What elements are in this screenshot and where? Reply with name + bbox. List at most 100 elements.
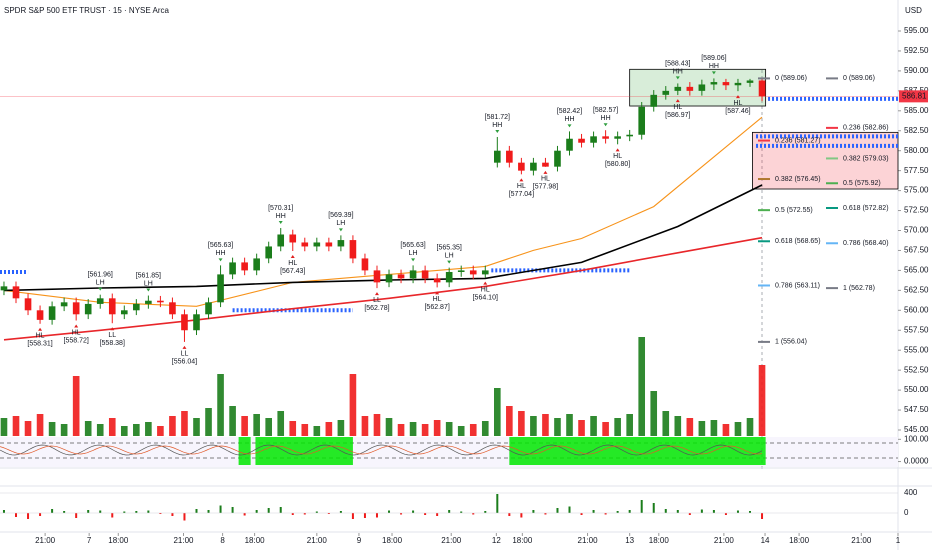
swing-marker	[447, 260, 452, 264]
histogram-bar	[712, 510, 715, 513]
swing-marker	[483, 281, 488, 285]
swing-kind: LH	[144, 280, 153, 287]
y-tick-label: 547.50	[904, 405, 929, 414]
x-tick-label: 18:00	[108, 536, 129, 545]
swing-value: [586.97]	[665, 112, 690, 119]
volume-bar	[626, 414, 633, 436]
histogram-bar	[592, 510, 595, 513]
swing-value: [567.43]	[280, 268, 305, 275]
candle-body	[506, 150, 513, 163]
swing-kind: HL	[36, 333, 45, 340]
swing-value: [558.38]	[100, 340, 125, 347]
swing-value: [577.04]	[509, 191, 534, 198]
volume-bar	[662, 411, 670, 436]
histogram-bar	[688, 513, 691, 515]
candle-body	[445, 271, 453, 283]
x-tick-label: 21:00	[441, 536, 462, 545]
histogram-bar	[556, 508, 559, 513]
candle-body	[542, 162, 549, 167]
volume-bar	[157, 426, 164, 436]
x-tick-label: 18:00	[649, 536, 670, 545]
histogram-bar	[147, 510, 150, 513]
histogram-bar	[628, 510, 631, 513]
candle-body	[241, 262, 248, 271]
swing-kind: HH	[673, 68, 683, 75]
candle-body	[277, 234, 285, 247]
y-tick-label: 545.00	[904, 425, 929, 434]
histogram-bar	[75, 513, 78, 518]
zone-box	[629, 68, 767, 107]
hist-tick-label: 0	[904, 508, 909, 517]
volume-bar	[12, 416, 20, 436]
swing-kind: LL	[181, 351, 189, 358]
chart-title: SPDR S&P 500 ETF TRUST · 15 · NYSE Arca	[4, 6, 169, 15]
swing-marker	[218, 258, 223, 262]
volume-bar	[385, 418, 393, 436]
volume-bar	[650, 391, 658, 436]
volume-bar	[373, 414, 381, 436]
volume-bar	[253, 414, 260, 436]
x-tick-label: 9	[357, 536, 362, 545]
volume-bar	[566, 414, 573, 436]
volume-bar	[193, 418, 200, 436]
histogram-bar	[135, 511, 138, 513]
swing-value: [589.06]	[701, 55, 726, 62]
candle-body	[638, 106, 646, 135]
swing-marker	[603, 123, 608, 127]
volume-bar	[506, 406, 513, 436]
volume-bar	[530, 416, 537, 436]
volume-bar	[469, 424, 477, 436]
swing-value: [577.98]	[533, 184, 558, 191]
y-tick-label: 595.00	[904, 26, 929, 35]
volume-bar	[337, 420, 345, 436]
volume-bar	[265, 418, 272, 436]
candle-body	[421, 270, 429, 279]
swing-value: [565.35]	[437, 244, 462, 251]
candle-body	[205, 302, 212, 315]
y-tick-label: 555.00	[904, 345, 929, 354]
x-tick-label: 21:00	[173, 536, 194, 545]
volume-bar	[758, 365, 766, 436]
zone-box	[752, 131, 899, 190]
volume-bar	[120, 426, 128, 436]
volume-bar	[169, 416, 176, 436]
fib-label: 0 (589.06)	[843, 75, 875, 82]
histogram-bar	[87, 510, 90, 513]
swing-kind: LH	[336, 220, 345, 227]
x-tick-label: 14	[761, 536, 770, 545]
volume-bar	[409, 422, 417, 436]
swing-kind: HL	[673, 104, 682, 111]
candle-body	[686, 86, 694, 91]
x-tick-label: 21:00	[35, 536, 56, 545]
candle-body	[698, 84, 706, 91]
candle-body	[566, 138, 573, 151]
x-tick-label: 21:00	[714, 536, 735, 545]
y-tick-label: 585.00	[904, 106, 929, 115]
y-tick-label: 552.50	[904, 365, 929, 374]
volume-bar	[746, 418, 754, 436]
volume-bar	[0, 418, 8, 436]
y-tick-label: 592.50	[904, 46, 929, 55]
moving-average	[3, 236, 763, 341]
volume-bar	[325, 422, 333, 436]
histogram-bar	[243, 513, 246, 516]
histogram-bar	[171, 513, 174, 516]
volume-bar	[638, 337, 646, 436]
swing-marker	[182, 345, 187, 349]
swing-value: [588.43]	[665, 60, 690, 67]
histogram-bar	[183, 513, 186, 521]
candle-body	[133, 303, 140, 311]
volume-bar	[205, 408, 212, 436]
histogram-bar	[375, 513, 378, 518]
swing-marker	[675, 76, 680, 80]
swing-kind: HL	[433, 296, 442, 303]
histogram-bar	[219, 505, 222, 513]
swing-kind: HL	[541, 176, 550, 183]
swing-marker	[374, 292, 379, 296]
swing-value: [564.10]	[473, 294, 498, 301]
fib-label: 0.786 (563.11)	[775, 282, 820, 289]
histogram-bar	[640, 500, 643, 513]
candle-body	[36, 310, 44, 320]
histogram-bar	[460, 511, 463, 513]
oscillator-signal	[0, 445, 763, 455]
